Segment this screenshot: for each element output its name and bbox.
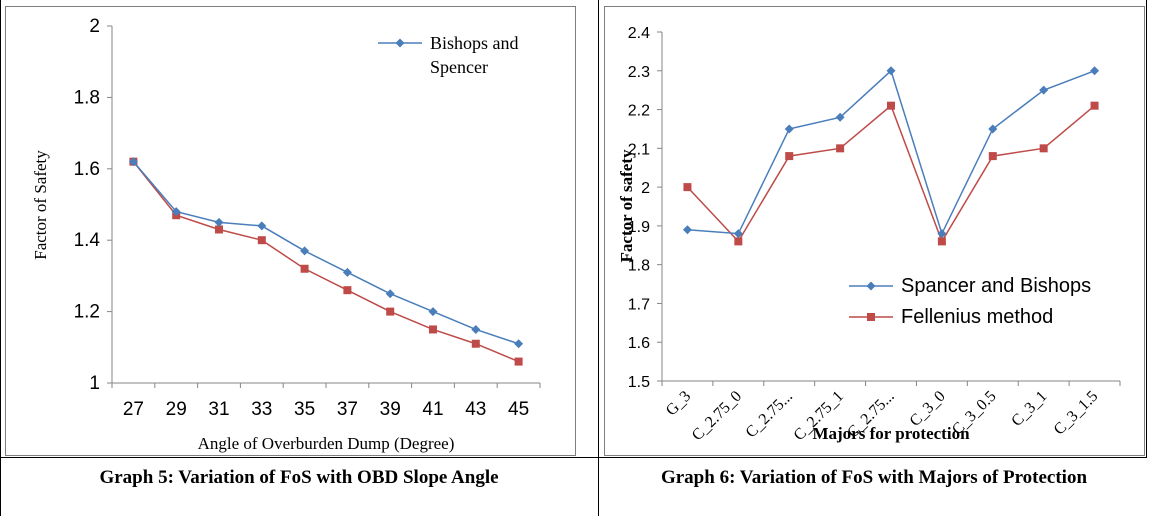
x-tick-label: C_3_1	[1008, 388, 1050, 430]
data-point	[683, 183, 692, 192]
data-point	[835, 112, 845, 122]
chart-fos-vs-protection: 1.51.61.71.81.922.12.22.32.4G_3C_2.75_0C…	[617, 25, 1121, 444]
data-point	[1090, 66, 1100, 76]
y-tick-label: 1.6	[628, 335, 650, 352]
y-tick-label: 2.3	[628, 64, 650, 81]
data-point	[733, 229, 743, 239]
data-point	[988, 124, 998, 134]
y-tick-label: 2.2	[628, 103, 650, 120]
data-point	[1039, 144, 1048, 153]
data-point	[128, 157, 138, 167]
y-tick-label: 1.5	[628, 374, 650, 391]
x-tick-label: 45	[508, 399, 529, 420]
x-tick-label: G_3	[663, 388, 695, 420]
data-point	[214, 217, 224, 227]
y-tick-label: 2.1	[628, 141, 650, 158]
data-point	[1090, 101, 1099, 110]
legend-marker	[395, 38, 405, 48]
series-line	[132, 161, 519, 363]
legend-label: Fellenius method	[901, 306, 1053, 328]
series-line	[687, 69, 1095, 236]
x-tick-label: 41	[422, 399, 443, 420]
y-tick-label: 1.9	[628, 219, 650, 236]
y-tick-label: 2	[89, 16, 100, 37]
data-point	[342, 267, 352, 277]
x-tick-label: 33	[251, 399, 272, 420]
series-line	[686, 104, 1096, 244]
legend-marker	[867, 313, 875, 321]
data-point	[988, 152, 997, 161]
data-point	[682, 225, 692, 235]
legend-label: Spancer and Bishops	[901, 275, 1091, 297]
data-point	[734, 237, 743, 246]
x-tick-label: C_3_1.5	[1051, 388, 1102, 439]
data-point	[514, 357, 523, 366]
data-point	[937, 229, 947, 239]
data-point	[429, 325, 437, 334]
x-tick-label: 37	[337, 399, 358, 420]
x-tick-label: C_2.75_0	[689, 388, 745, 444]
y-tick-label: 1.6	[74, 159, 100, 180]
data-point	[471, 339, 480, 348]
data-point	[836, 144, 845, 153]
data-point	[300, 264, 309, 273]
x-tick-label: 43	[465, 399, 486, 420]
chart-fos-vs-angle: 1 1.2 1.4 1.6 1.8 2 27 29 31 33 35 37 39 41 43 45 Angle …	[31, 16, 541, 453]
x-tick-label: 27	[123, 399, 144, 420]
data-point	[471, 324, 481, 334]
y-tick-label: 1.2	[74, 302, 100, 323]
data-point	[257, 236, 266, 245]
data-point	[343, 286, 352, 295]
data-point	[937, 237, 946, 246]
y-tick-label: 2.4	[628, 25, 650, 42]
y-tick-label: 1.8	[628, 258, 650, 275]
x-tick-label: 29	[166, 399, 187, 420]
y-tick-label: 2	[641, 180, 650, 197]
y-tick-label: 1.4	[74, 230, 101, 251]
caption-graph-6: Graph 6: Variation of FoS with Majors of…	[660, 467, 1088, 488]
data-point	[514, 339, 524, 349]
x-tick-label: 35	[294, 399, 315, 420]
data-point	[300, 246, 310, 256]
legend-marker	[866, 281, 876, 291]
data-point	[385, 289, 395, 299]
data-point	[1039, 85, 1049, 95]
data-point	[215, 225, 223, 234]
data-point	[887, 101, 895, 110]
legend-label: Bishops and Spencer	[430, 33, 519, 77]
data-point	[886, 66, 896, 76]
data-point	[428, 307, 438, 317]
x-tick-label: 31	[208, 399, 229, 420]
x-tick-label: 39	[380, 399, 401, 420]
x-tick-label: C_2.75...	[743, 388, 797, 442]
data-point	[784, 124, 794, 134]
y-tick-label: 1.8	[74, 87, 100, 108]
x-axis-title: Angle of Overburden Dump (Degree)	[198, 434, 455, 453]
x-axis-title: Majors for protection	[812, 424, 970, 443]
y-axis-title: Factor of safety	[617, 149, 636, 262]
caption-graph-5: Graph 5: Variation of FoS with OBD Slope…	[99, 467, 499, 488]
y-tick-label: 1	[89, 373, 100, 394]
data-point	[386, 307, 395, 316]
data-point	[171, 207, 181, 217]
data-point	[257, 221, 267, 231]
y-axis-title: Factor of Safety	[31, 150, 50, 260]
data-point	[785, 152, 794, 161]
series-line	[132, 161, 519, 345]
y-tick-label: 1.7	[628, 296, 650, 313]
